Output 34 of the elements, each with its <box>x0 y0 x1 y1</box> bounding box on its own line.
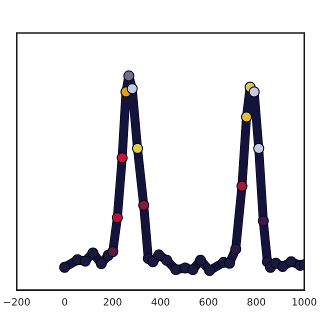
point <box>224 258 236 269</box>
point <box>286 256 297 268</box>
point <box>258 215 269 226</box>
point <box>204 265 216 276</box>
x-tick-label: 600 <box>198 298 218 309</box>
point <box>126 83 138 94</box>
point <box>253 142 264 154</box>
x-tick-label: 0 <box>61 298 68 309</box>
point <box>153 249 164 260</box>
point <box>107 246 118 258</box>
x-tick-label: 400 <box>150 298 170 309</box>
point <box>96 258 107 270</box>
point <box>170 264 182 276</box>
point <box>195 254 206 266</box>
point <box>59 262 70 273</box>
point <box>147 256 158 268</box>
point <box>241 111 252 122</box>
x-tick-label: −200 <box>3 298 30 309</box>
point <box>161 254 172 266</box>
point <box>187 264 198 276</box>
x-tick-label: 200 <box>103 298 122 309</box>
point <box>123 70 134 82</box>
point <box>132 142 143 154</box>
point <box>236 180 248 192</box>
point <box>116 152 128 164</box>
point <box>87 247 98 258</box>
point <box>80 256 91 267</box>
point <box>112 212 123 224</box>
x-tick-label: 800 <box>246 298 266 309</box>
point <box>230 244 242 255</box>
point <box>277 260 288 272</box>
x-tick-label: 1000 <box>292 298 317 309</box>
point <box>138 200 150 211</box>
point <box>248 86 260 98</box>
